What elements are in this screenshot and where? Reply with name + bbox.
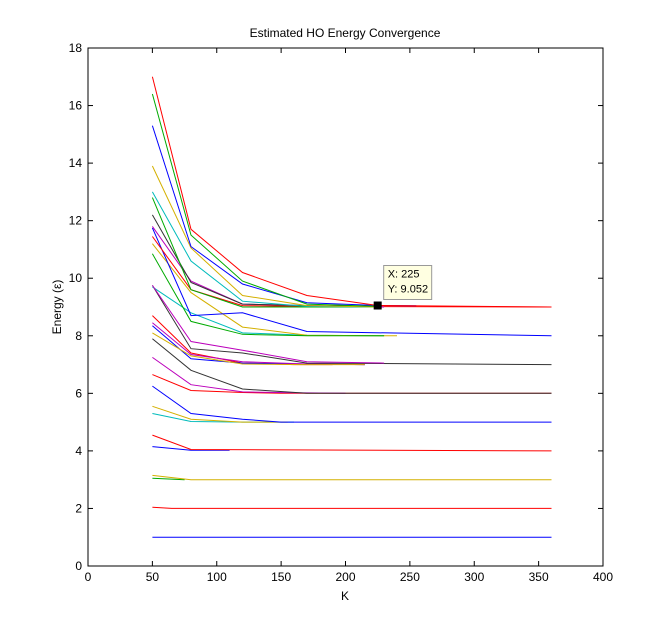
y-tick-label: 0 (75, 559, 82, 573)
series-line-16 (152, 332, 365, 366)
series-line-18 (152, 286, 385, 337)
x-tick-label: 0 (85, 570, 92, 584)
series-line-4 (152, 474, 552, 481)
series-line-5 (152, 446, 230, 451)
series-line-28 (151, 165, 378, 308)
series-line-8 (152, 405, 288, 423)
x-tick-label: 100 (207, 570, 227, 584)
series-line-9 (152, 385, 552, 423)
series-line-30 (151, 93, 378, 307)
datatip-marker[interactable] (373, 301, 382, 310)
series-line-13 (152, 315, 333, 366)
series-line-3 (152, 477, 185, 481)
x-tick-label: 350 (529, 570, 549, 584)
x-tick-label: 200 (335, 570, 355, 584)
series-line-27 (151, 191, 378, 308)
y-tick-label: 14 (69, 156, 83, 170)
series-layer (151, 76, 552, 538)
series-line-31 (151, 76, 552, 308)
series-line-17 (151, 285, 552, 366)
y-tick-label: 6 (75, 386, 82, 400)
datatip-y-label: Y: 9.052 (388, 284, 428, 296)
series-line-2 (152, 506, 552, 509)
y-tick-label: 4 (75, 444, 82, 458)
series-line-21 (151, 253, 385, 337)
x-tick-label: 400 (593, 570, 613, 584)
x-tick-label: 250 (400, 570, 420, 584)
series-line-12 (152, 338, 552, 394)
datatip[interactable]: X: 225 Y: 9.052 (373, 265, 433, 310)
axis-layer: 0 50 100 150 200 250 300 350 400 0 2 4 6 8 10 12 14 16 18 (69, 41, 614, 584)
series-line-22 (151, 227, 552, 337)
series-line-19 (151, 285, 385, 364)
y-tick-label: 8 (75, 329, 82, 343)
x-tick-label: 50 (146, 570, 160, 584)
datatip-box (383, 265, 433, 301)
series-line-23 (151, 236, 552, 308)
series-line-24 (151, 226, 385, 308)
datatip-x-label: X: 225 (388, 269, 420, 281)
y-tick-label: 12 (69, 214, 83, 228)
series-line-29 (151, 125, 417, 307)
chart-title: Estimated HO Energy Convergence (250, 26, 441, 40)
y-tick-label: 16 (69, 99, 83, 113)
y-axis-label: Energy (ε) (50, 280, 64, 335)
series-line-6 (152, 434, 552, 452)
y-tick-label: 2 (75, 501, 82, 515)
x-tick-label: 300 (464, 570, 484, 584)
x-axis-label: K (341, 589, 349, 603)
y-tick-label: 18 (69, 41, 83, 55)
series-line-25 (151, 214, 378, 307)
y-tick-label: 10 (69, 271, 83, 285)
x-tick-label: 150 (271, 570, 291, 584)
series-line-10 (152, 374, 552, 394)
